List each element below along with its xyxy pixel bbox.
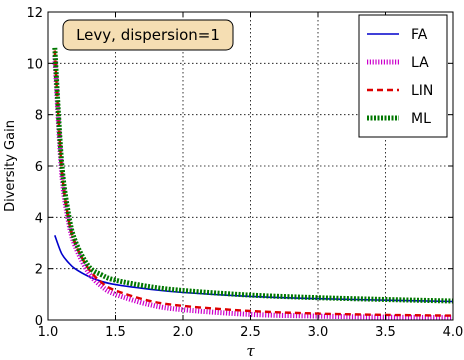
x-tick-label: 3.5 (375, 325, 396, 340)
y-tick-label: 4 (35, 211, 43, 226)
series-layer (52, 47, 454, 321)
y-tick-label: 8 (35, 109, 43, 124)
annotation-text: Levy, dispersion=1 (76, 26, 220, 44)
annotation-background (62, 19, 234, 51)
y-tick-label: 10 (26, 57, 43, 72)
legend-frame (358, 14, 448, 138)
annotation-box: Levy, dispersion=1 (62, 19, 234, 51)
x-tick-label: 1.0 (38, 325, 59, 340)
x-tick-label: 3.0 (308, 325, 329, 340)
ticks: 1.0 1.5 2.0 2.5 3.0 3.5 4.0 0 2 4 6 8 10 12 (26, 6, 463, 340)
x-tick-label: 2.5 (240, 325, 261, 340)
x-tick-label: 4.0 (443, 325, 464, 340)
legend-label-fa: FA (411, 27, 428, 43)
legend: FA LA LIN ML (358, 14, 448, 138)
legend-label-la: LA (411, 55, 429, 71)
y-tick-label: 6 (35, 160, 43, 175)
x-tick-label: 2.0 (173, 325, 194, 340)
y-tick-label: 12 (26, 6, 43, 21)
legend-label-lin: LIN (411, 83, 433, 99)
y-tick-label: 2 (35, 263, 43, 278)
y-tick-label: 0 (35, 314, 43, 329)
x-axis-label: τ (246, 342, 255, 360)
x-tick-label: 1.5 (105, 325, 126, 340)
legend-label-ml: ML (411, 111, 431, 127)
y-axis-label: Diversity Gain (3, 120, 18, 212)
